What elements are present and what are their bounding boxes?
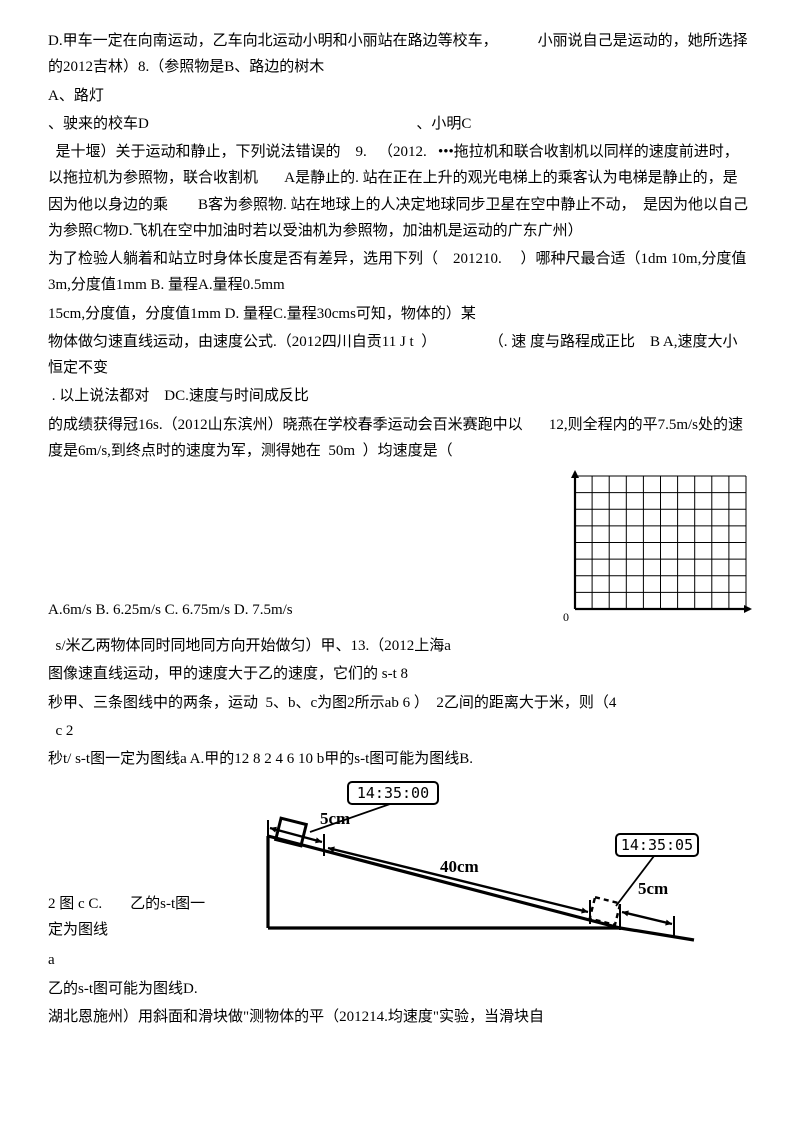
paragraph-5: 为了检验人躺着和站立时身体长度是否有差异，选用下列（ 201210. ）哪种尺最… (48, 246, 752, 299)
paragraph-12: 秒甲、三条图线中的两条，运动 5、b、c为图2所示ab 6 ） 2乙间的距离大于… (48, 690, 752, 716)
paragraph-6: 15cm,分度值，分度值1mm D. 量程C.量程30cms可知，物体的）某 (48, 301, 752, 327)
text: D.甲车一定在向南运动，乙车向北运动小明和小丽站在路边等校车， (48, 33, 498, 49)
paragraph-11: 图像速直线运动，甲的速度大于乙的速度，它们的 s-t 8 (48, 661, 752, 687)
svg-text:5cm: 5cm (638, 879, 668, 898)
paragraph-1: D.甲车一定在向南运动，乙车向北运动小明和小丽站在路边等校车，小丽说自己是运动的… (48, 28, 752, 81)
svg-text:0: 0 (563, 610, 569, 624)
svg-text:40cm: 40cm (440, 857, 479, 876)
paragraph-16: 湖北恩施州）用斜面和滑块做"测物体的平（201214.均速度"实验，当滑块自 (48, 1004, 752, 1030)
grid-chart: 0 (557, 470, 752, 625)
paragraph-15: 乙的s-t图可能为图线D. (48, 976, 752, 1002)
text: 2 图 c C. (48, 896, 102, 912)
text: 、驶来的校车D (48, 116, 149, 132)
paragraph-3: 、驶来的校车D 、小明C (48, 111, 752, 137)
paragraph-4: 是十堰）关于运动和静止，下列说法错误的 9. （2012. •••拖拉机和联合收… (48, 139, 752, 244)
paragraph-14: 秒t/ s-t图一定为图线a A.甲的12 8 2 4 6 10 b甲的s-t图… (48, 746, 752, 772)
grid-figure-row: A.6m/s B. 6.25m/s C. 6.75m/s D. 7.5m/s 0 (48, 470, 752, 625)
answer-options: A.6m/s B. 6.25m/s C. 6.75m/s D. 7.5m/s (48, 597, 541, 623)
ramp-diagram: 14:35:00 14:35:05 5cm 40cm 5cm (220, 778, 700, 943)
svg-text:5cm: 5cm (320, 809, 350, 828)
text: 、小明C (416, 116, 471, 132)
ramp-left-text: 2 图 c C.乙的s-t图一定为图线 (48, 801, 208, 944)
paragraph-2: A、路灯 (48, 83, 752, 109)
paragraph-8: . 以上说法都对 DC.速度与时间成反比 (48, 383, 752, 409)
paragraph-7: 物体做匀速直线运动，由速度公式.（2012四川自贡11 J t ） （. 速 度… (48, 329, 752, 382)
paragraph-9: 的成绩获得冠16s.（2012山东滨州）晓燕在学校春季运动会百米赛跑中以 12,… (48, 412, 752, 465)
paragraph-10: s/米乙两物体同时同地同方向开始做匀）甲、13.（2012上海a (48, 633, 752, 659)
paragraph-13: c 2 (48, 718, 752, 744)
ramp-figure-row: 2 图 c C.乙的s-t图一定为图线 14:35:00 14:35:05 5cm 4… (48, 778, 752, 943)
svg-text:14:35:05: 14:35:05 (621, 836, 693, 854)
svg-text:14:35:00: 14:35:00 (357, 784, 429, 802)
paragraph-a-suffix: a (48, 947, 752, 973)
